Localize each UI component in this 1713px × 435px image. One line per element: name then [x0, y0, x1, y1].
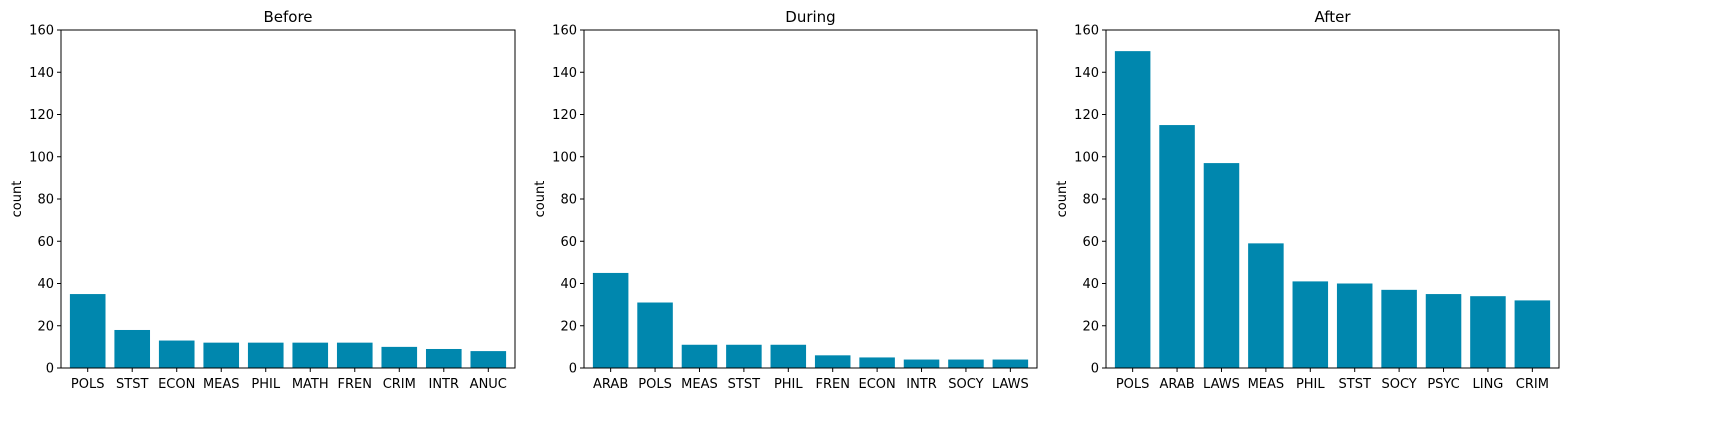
y-tick-label: 0: [569, 362, 577, 377]
y-tick-label: 0: [1091, 362, 1099, 377]
y-tick-label: 40: [560, 277, 577, 292]
bar-pols: [1114, 51, 1151, 369]
chart-panel-during: 0 20 40 60 80 100 120 140 160 ARAB POLS MEAS STST PHI…: [533, 8, 1038, 392]
x-tick-label: STST: [1339, 377, 1371, 392]
bar-math: [292, 342, 329, 368]
x-tick-label: LAWS: [1203, 377, 1240, 392]
bar-arab: [1159, 125, 1195, 368]
bar-socy: [948, 359, 984, 368]
bar-crim: [381, 346, 418, 369]
y-tick-label: 120: [552, 108, 577, 123]
y-tick-label: 60: [37, 235, 54, 250]
x-tick-label: LING: [1473, 377, 1504, 392]
x-tick-label: STST: [728, 377, 760, 392]
x-tick-label: POLS: [638, 377, 672, 392]
y-tick-label: 120: [1074, 108, 1099, 123]
bar-stst: [114, 329, 151, 368]
y-tick-label: 120: [29, 108, 54, 123]
bar-intr: [425, 348, 462, 368]
chart-panel-before: 0 20 40 60 80 100 120 140 160 POLS STST ECON MEAS PHI…: [10, 8, 516, 392]
y-axis-label: count: [1055, 181, 1070, 218]
bar-meas: [1248, 243, 1284, 368]
y-tick-label: 60: [1082, 235, 1099, 250]
x-tick-label: ANUC: [470, 377, 507, 392]
y-tick-label: 100: [1074, 150, 1099, 165]
x-tick-label: MEAS: [203, 377, 240, 392]
bar-meas: [681, 344, 718, 368]
bar-socy: [1381, 289, 1417, 368]
x-tick-label: PHIL: [774, 377, 803, 392]
x-tick-label: ARAB: [1159, 377, 1194, 392]
bar-phil: [247, 342, 284, 368]
bar-econ: [859, 357, 895, 368]
y-tick-label: 40: [1082, 277, 1099, 292]
y-tick-label: 0: [46, 362, 54, 377]
chart-panel-after: 0 20 40 60 80 100 120 140 160 POLS ARAB LAWS MEAS PHI…: [1055, 8, 1560, 392]
x-tick-label: FREN: [815, 377, 849, 392]
plot-frame: [60, 29, 516, 369]
y-tick-label: 160: [29, 24, 54, 39]
y-tick-label: 60: [560, 235, 577, 250]
x-tick-label: ECON: [158, 377, 195, 392]
y-tick-label: 20: [1082, 319, 1099, 334]
bar-stst: [1336, 283, 1373, 368]
y-tick-label: 20: [37, 319, 54, 334]
x-tick-label: MEAS: [681, 377, 718, 392]
chart-title: Before: [263, 8, 312, 26]
y-axis-label: count: [10, 181, 25, 218]
bar-intr: [903, 359, 940, 368]
x-tick-label: INTR: [906, 377, 937, 392]
bar-fren: [814, 355, 851, 368]
bar-psyc: [1425, 294, 1462, 368]
bar-meas: [203, 342, 240, 368]
y-tick-label: 140: [29, 66, 54, 81]
x-tick-label: STST: [116, 377, 148, 392]
y-tick-label: 140: [552, 66, 577, 81]
bar-anuc: [470, 351, 507, 368]
y-axis-label: count: [533, 181, 548, 218]
bar-laws: [992, 359, 1029, 368]
x-tick-label: SOCY: [948, 377, 983, 392]
bar-pols: [69, 294, 106, 368]
x-tick-label: MATH: [292, 377, 329, 392]
x-tick-label: POLS: [71, 377, 105, 392]
y-tick-label: 160: [1074, 24, 1099, 39]
y-tick-label: 20: [560, 319, 577, 334]
bar-phil: [1292, 281, 1329, 368]
y-tick-label: 40: [37, 277, 54, 292]
x-tick-label: PHIL: [251, 377, 280, 392]
y-tick-label: 100: [29, 150, 54, 165]
y-tick-label: 80: [1082, 193, 1099, 208]
x-tick-label: POLS: [1116, 377, 1150, 392]
bar-fren: [336, 342, 373, 368]
x-tick-label: CRIM: [1516, 377, 1549, 392]
x-tick-label: LAWS: [992, 377, 1029, 392]
x-tick-label: PHIL: [1296, 377, 1325, 392]
chart-title: During: [785, 8, 835, 26]
bar-ling: [1470, 296, 1506, 368]
x-tick-label: PSYC: [1427, 377, 1459, 392]
x-tick-label: INTR: [429, 377, 460, 392]
y-tick-label: 160: [552, 24, 577, 39]
bar-stst: [726, 344, 762, 368]
x-tick-label: CRIM: [383, 377, 416, 392]
y-tick-label: 140: [1074, 66, 1099, 81]
y-tick-label: 100: [552, 150, 577, 165]
bar-crim: [1514, 300, 1551, 368]
bar-arab: [592, 272, 629, 368]
x-tick-label: ECON: [858, 377, 895, 392]
x-tick-label: ARAB: [593, 377, 628, 392]
x-tick-label: FREN: [338, 377, 372, 392]
chart-title: After: [1314, 8, 1351, 26]
y-tick-label: 80: [37, 193, 54, 208]
bar-pols: [637, 302, 673, 368]
x-tick-label: MEAS: [1248, 377, 1285, 392]
bar-laws: [1203, 163, 1240, 368]
y-tick-label: 80: [560, 193, 577, 208]
bar-econ: [158, 340, 195, 368]
x-tick-label: SOCY: [1381, 377, 1416, 392]
bar-phil: [770, 344, 807, 368]
